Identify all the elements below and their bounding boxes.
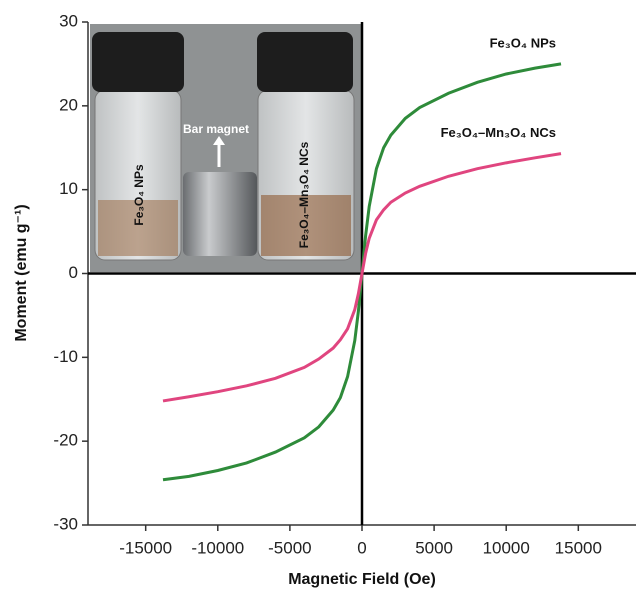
- y-tick-label: 30: [59, 11, 78, 30]
- x-tick-label: 0: [357, 538, 366, 557]
- y-tick-label: -30: [53, 514, 78, 533]
- y-tick-label: -20: [53, 431, 78, 450]
- x-tick-label: -10000: [191, 538, 244, 557]
- left-vial-label: Fe₃O₄ NPs: [132, 164, 146, 226]
- inset-photo: Bar magnet Fe₃O₄ NPs Fe₃O₄–Mn₃O₄ NCs: [90, 24, 362, 272]
- x-tick-label: 15000: [555, 538, 602, 557]
- y-tick-label: 20: [59, 95, 78, 114]
- x-tick-label: 10000: [483, 538, 530, 557]
- series-label: Fe₃O₄ NPs: [490, 35, 556, 50]
- y-tick-label: 0: [69, 263, 78, 282]
- series-label: Fe₃O₄–Mn₃O₄ NCs: [441, 125, 556, 140]
- series-line: [162, 152, 562, 403]
- y-tick-label: -10: [53, 347, 78, 366]
- x-tick-label: -15000: [119, 538, 172, 557]
- right-vial-label: Fe₃O₄–Mn₃O₄ NCs: [297, 141, 311, 248]
- x-axis-title: Magnetic Field (Oe): [288, 571, 436, 588]
- x-tick-label: -5000: [268, 538, 311, 557]
- bar-magnet-label: Bar magnet: [183, 122, 249, 136]
- y-axis-title: Moment (emu g⁻¹): [13, 204, 30, 341]
- x-tick-label: 5000: [415, 538, 453, 557]
- y-tick-label: 10: [59, 179, 78, 198]
